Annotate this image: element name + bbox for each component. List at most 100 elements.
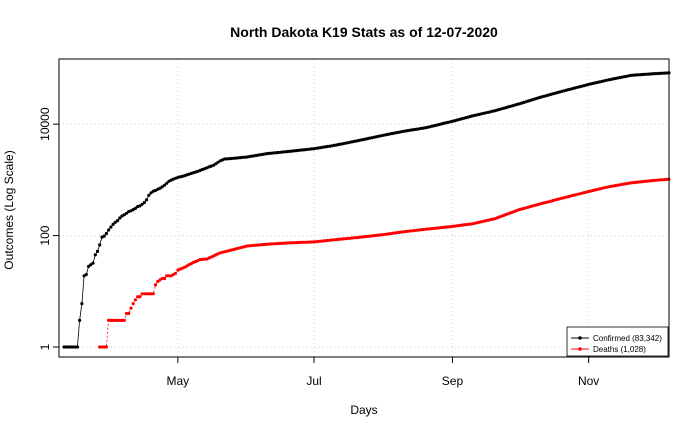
y-tick-label: 100 <box>38 225 52 245</box>
data-point <box>332 238 336 242</box>
data-point <box>305 240 309 244</box>
data-point <box>75 345 79 349</box>
data-point <box>102 234 106 238</box>
y-axis-label: Outcomes (Log Scale) <box>2 150 16 269</box>
data-point <box>345 236 350 241</box>
data-point <box>145 198 149 202</box>
data-point <box>223 157 227 161</box>
x-tick-label: Sep <box>442 374 464 388</box>
data-point <box>113 220 117 224</box>
data-point <box>71 345 75 349</box>
data-point <box>133 298 137 302</box>
data-point <box>111 318 115 322</box>
data-point <box>662 71 667 75</box>
data-point <box>256 243 260 247</box>
chart-title: North Dakota K19 Stats as of 12-07-2020 <box>230 24 498 40</box>
x-tick-label: Jul <box>306 374 321 388</box>
data-point <box>162 183 167 187</box>
y-tick-label: 10000 <box>38 107 52 141</box>
data-point <box>305 147 309 151</box>
x-axis: May Jul Sep Nov <box>167 357 599 388</box>
data-point <box>160 276 164 281</box>
data-point <box>73 345 77 349</box>
data-point <box>325 238 329 243</box>
data-point <box>131 302 135 306</box>
data-point <box>116 318 120 322</box>
grid <box>59 59 669 357</box>
legend-box <box>566 326 669 357</box>
data-point <box>153 283 158 287</box>
data-point <box>80 302 84 306</box>
data-point <box>312 240 316 244</box>
data-point <box>636 180 640 184</box>
data-point <box>93 253 97 257</box>
data-point <box>292 241 296 245</box>
data-point <box>120 318 124 322</box>
data-point <box>89 263 93 267</box>
data-point <box>138 204 142 208</box>
data-point <box>138 295 142 299</box>
data-point <box>95 249 100 253</box>
data-point <box>145 292 149 296</box>
data-point <box>285 241 289 245</box>
data-point <box>118 318 122 322</box>
data-point <box>299 240 303 244</box>
x-axis-label: Days <box>350 403 377 417</box>
data-point <box>662 178 667 182</box>
data-point <box>147 292 151 296</box>
data-point <box>165 274 169 278</box>
data-point <box>127 311 131 316</box>
data-point <box>229 156 233 161</box>
data-point <box>66 345 71 349</box>
data-point <box>104 231 108 236</box>
legend-label-deaths: Deaths (1,028) <box>593 345 646 354</box>
data-point <box>64 345 68 349</box>
plot-frame <box>58 58 670 358</box>
data-point <box>270 242 274 246</box>
data-point <box>174 271 178 275</box>
data-point <box>263 242 267 246</box>
data-point <box>78 318 82 322</box>
data-point <box>118 216 122 220</box>
data-point <box>649 179 653 183</box>
data-point <box>359 235 363 239</box>
data-point <box>124 211 129 215</box>
data-point <box>100 345 104 349</box>
data-point <box>84 272 88 277</box>
data-point <box>91 261 95 265</box>
data-point <box>642 72 647 76</box>
data-point <box>136 295 140 299</box>
data-point <box>140 202 144 206</box>
data-point <box>408 229 412 233</box>
data-point <box>162 276 167 281</box>
data-point <box>69 345 73 349</box>
data-point <box>149 292 153 296</box>
data-point <box>104 345 108 349</box>
data-point <box>107 318 111 322</box>
data-point <box>98 345 102 349</box>
data-point <box>142 200 146 205</box>
data-point <box>464 223 468 227</box>
data-point <box>299 148 303 152</box>
y-tick-label: 1 <box>38 343 52 350</box>
data-point <box>642 179 647 183</box>
data-point <box>649 72 653 76</box>
data-point <box>216 160 220 164</box>
series-layer <box>62 71 671 349</box>
y-axis: 1 100 10000 <box>38 107 59 350</box>
data-point <box>656 71 660 76</box>
legend: Confirmed (83,342) Deaths (1,028) <box>566 326 669 357</box>
data-point <box>109 318 113 322</box>
data-point <box>124 311 129 316</box>
data-point <box>147 193 151 197</box>
x-tick-label: May <box>167 374 190 388</box>
data-point <box>133 206 137 210</box>
data-point <box>368 234 372 238</box>
data-point <box>107 228 111 232</box>
data-point <box>122 318 126 322</box>
data-point <box>140 292 144 296</box>
data-point <box>243 155 247 159</box>
data-point <box>160 185 164 189</box>
series-line-0 <box>64 72 670 348</box>
